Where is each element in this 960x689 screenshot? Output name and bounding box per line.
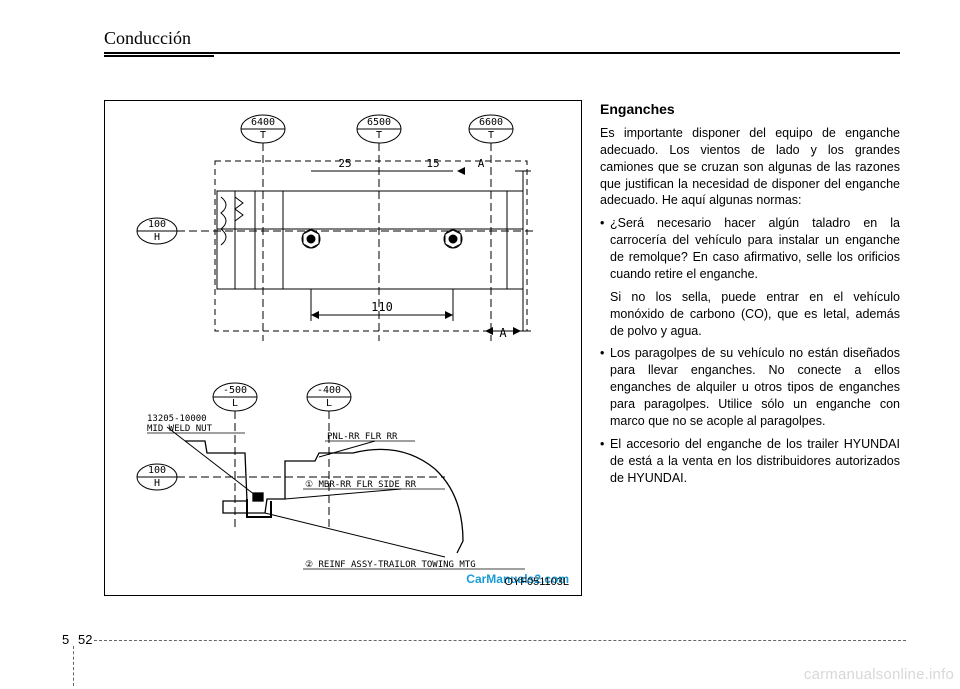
- bullet-2: Los paragolpes de su vehículo no están d…: [600, 345, 900, 429]
- bullet-3: El accesorio del enganche de los trailer…: [600, 436, 900, 487]
- callout-6600: 6600: [479, 117, 503, 128]
- callout-m500-sub: L: [232, 398, 238, 409]
- callout-m500: -500: [223, 385, 247, 396]
- intro-paragraph: Es importante disponer del equipo de eng…: [600, 125, 900, 209]
- dim-A-bottom: A: [499, 326, 507, 340]
- section-title: Conducción: [104, 28, 191, 49]
- callout-6500-sub: T: [376, 130, 382, 141]
- label-13205: 13205-10000: [147, 414, 207, 424]
- rule-top-short: [104, 55, 214, 57]
- dim-25: 25: [338, 157, 351, 170]
- label-reinf: ② REINF ASSY-TRAILOR TOWING MTG: [305, 560, 476, 570]
- bullet-1: ¿Será necesario hacer algún taladro en l…: [600, 215, 900, 339]
- footer-rule-vert: [73, 646, 74, 686]
- callout-m400-sub: L: [326, 398, 332, 409]
- callout-6400: 6400: [251, 117, 275, 128]
- technical-diagram: 6400 T 6500 T 6600 T 100 H: [104, 100, 582, 596]
- site-watermark: carmanualsonline.info: [804, 666, 954, 683]
- chapter-number: 5: [62, 632, 69, 647]
- callout-100h-top: 100: [148, 219, 166, 230]
- callout-100h-bot: 100: [148, 465, 166, 476]
- body-text: Enganches Es importante disponer del equ…: [600, 100, 900, 492]
- callout-m400: -400: [317, 385, 341, 396]
- callout-6600-sub: T: [488, 130, 494, 141]
- heading-enganches: Enganches: [600, 100, 900, 119]
- footer-rule: [94, 640, 906, 641]
- dim-15: 15: [426, 157, 439, 170]
- rule-top: [104, 52, 900, 54]
- callout-100h-top-sub: H: [154, 232, 160, 243]
- bullet-1-sub: Si no los sella, puede entrar en el vehí…: [610, 289, 900, 340]
- callout-6500: 6500: [367, 117, 391, 128]
- callout-100h-bot-sub: H: [154, 478, 160, 489]
- page-number: 52: [78, 632, 92, 647]
- dim-110: 110: [371, 300, 393, 314]
- label-mbr: ① MBR-RR FLR SIDE RR: [305, 480, 417, 490]
- dim-A-top: A: [478, 157, 485, 170]
- callout-6400-sub: T: [260, 130, 266, 141]
- label-pnl: PNL-RR FLR RR: [327, 432, 398, 442]
- figure-code: OYF051103L: [504, 576, 569, 588]
- label-weldnut: MID WELD NUT: [147, 424, 213, 434]
